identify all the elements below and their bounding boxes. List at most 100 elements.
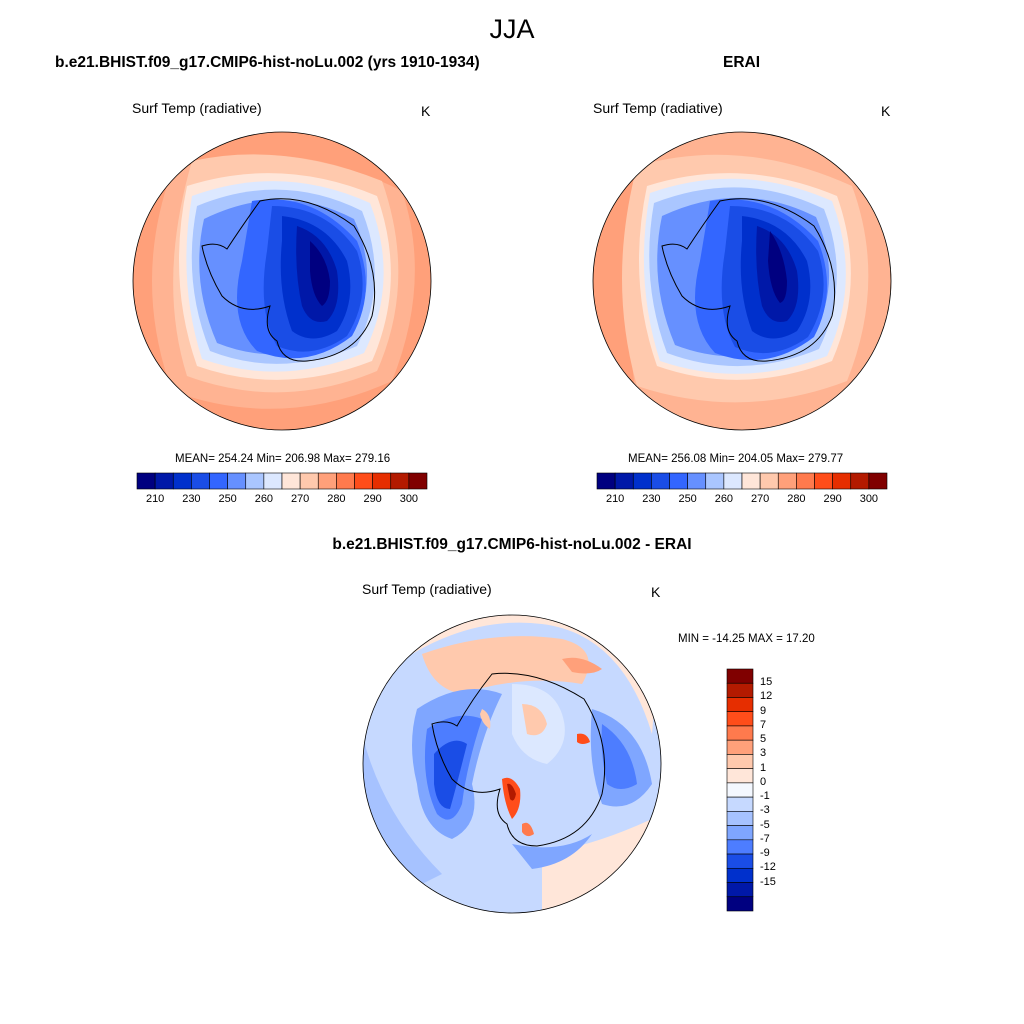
colorbar-swatch — [814, 472, 833, 490]
obs-panel-title: ERAI — [723, 54, 761, 71]
model-variable-label: Surf Temp (radiative) — [132, 100, 262, 116]
colorbar-tick-label: -15 — [760, 875, 776, 888]
colorbar-swatch — [726, 725, 754, 741]
colorbar-tick-label: 290 — [823, 493, 842, 505]
colorbar-tick-label: 230 — [642, 493, 661, 505]
colorbar-swatch — [726, 896, 754, 912]
colorbar-tick-label: 300 — [859, 493, 879, 505]
colorbar-swatch — [209, 472, 228, 490]
colorbar-swatch — [281, 472, 301, 490]
colorbar-swatch — [726, 811, 754, 826]
colorbar-tick-label: 250 — [218, 493, 237, 505]
colorbar-tick-label: 7 — [760, 718, 767, 731]
diff-colorbar — [726, 668, 754, 912]
colorbar-swatch — [687, 472, 707, 490]
colorbar-tick-label: 260 — [254, 493, 274, 505]
colorbar-swatch — [832, 472, 852, 490]
colorbar-tick-label: 230 — [182, 493, 201, 505]
colorbar-tick-label: -12 — [760, 861, 776, 874]
colorbar-tick-label: -7 — [760, 832, 770, 845]
diff-units-label: K — [651, 584, 661, 600]
obs-polar-map — [592, 131, 892, 431]
colorbar-swatch — [372, 472, 392, 490]
colorbar-swatch — [154, 472, 174, 490]
colorbar-tick-label: 280 — [787, 493, 806, 505]
colorbar-swatch — [868, 472, 888, 490]
colorbar-swatch — [726, 739, 754, 755]
main-title: JJA — [489, 14, 535, 44]
model-colorbar — [136, 472, 428, 490]
diff-stats: MIN = -14.25 MAX = 17.20 — [678, 633, 815, 645]
colorbar-tick-label: 3 — [760, 747, 767, 760]
colorbar-swatch — [354, 472, 373, 490]
colorbar-swatch — [263, 472, 283, 490]
model-polar-map — [132, 131, 432, 431]
colorbar-swatch — [726, 867, 754, 883]
colorbar-swatch — [726, 697, 754, 713]
colorbar-swatch — [669, 472, 688, 490]
colorbar-swatch — [796, 472, 815, 490]
colorbar-swatch — [227, 472, 247, 490]
colorbar-swatch — [726, 682, 754, 698]
diff-colorbar-ticks: 15 12 9 7 5 3 1 0 -1 -3 -5 -7 -9 -12 -15 — [760, 669, 800, 911]
colorbar-swatch — [596, 472, 616, 490]
colorbar-tick-label: -1 — [760, 790, 770, 803]
colorbar-swatch — [726, 768, 754, 784]
colorbar-swatch — [191, 472, 210, 490]
colorbar-swatch — [172, 472, 192, 490]
colorbar-swatch — [726, 882, 754, 898]
model-stats: MEAN= 254.24 Min= 206.98 Max= 279.16 — [175, 453, 391, 465]
colorbar-swatch — [850, 472, 870, 490]
obs-units-label: K — [881, 103, 891, 119]
colorbar-swatch — [726, 668, 754, 684]
obs-colorbar-ticks: 210 230 250 260 270 280 290 300 — [597, 493, 887, 507]
colorbar-swatch — [726, 839, 754, 855]
colorbar-swatch — [632, 472, 652, 490]
colorbar-tick-label: 300 — [399, 493, 419, 505]
model-colorbar-ticks: 210 230 250 260 270 280 290 300 — [137, 493, 427, 507]
colorbar-tick-label: -5 — [760, 818, 770, 831]
model-units-label: K — [421, 103, 431, 119]
colorbar-tick-label: -3 — [760, 804, 770, 817]
colorbar-swatch — [759, 472, 779, 490]
colorbar-swatch — [705, 472, 725, 490]
colorbar-swatch — [726, 754, 754, 769]
colorbar-tick-label: 250 — [678, 493, 697, 505]
colorbar-tick-label: 5 — [760, 733, 767, 746]
colorbar-tick-label: 270 — [290, 493, 310, 505]
diff-variable-label: Surf Temp (radiative) — [362, 581, 492, 597]
colorbar-tick-label: 15 — [760, 676, 773, 689]
obs-stats: MEAN= 256.08 Min= 204.05 Max= 279.77 — [628, 453, 844, 465]
colorbar-tick-label: 280 — [327, 493, 346, 505]
colorbar-swatch — [726, 796, 754, 812]
colorbar-swatch — [651, 472, 670, 490]
colorbar-swatch — [245, 472, 265, 490]
colorbar-swatch — [390, 472, 410, 490]
obs-variable-label: Surf Temp (radiative) — [593, 100, 723, 116]
colorbar-swatch — [741, 472, 761, 490]
obs-colorbar — [596, 472, 888, 490]
colorbar-swatch — [726, 853, 754, 869]
colorbar-swatch — [723, 472, 743, 490]
colorbar-tick-label: 270 — [750, 493, 770, 505]
colorbar-tick-label: 0 — [760, 775, 767, 788]
colorbar-tick-label: 9 — [760, 704, 767, 717]
colorbar-tick-label: 1 — [760, 761, 767, 774]
colorbar-swatch — [408, 472, 428, 490]
colorbar-swatch — [614, 472, 634, 490]
colorbar-tick-label: 210 — [145, 493, 165, 505]
model-panel-title: b.e21.BHIST.f09_g17.CMIP6-hist-noLu.002 … — [55, 54, 480, 71]
colorbar-tick-label: 290 — [363, 493, 382, 505]
diff-polar-map — [362, 614, 662, 914]
colorbar-swatch — [726, 825, 754, 841]
diff-panel-title: b.e21.BHIST.f09_g17.CMIP6-hist-noLu.002 … — [332, 536, 692, 553]
colorbar-tick-label: -9 — [760, 847, 770, 860]
colorbar-tick-label: 260 — [714, 493, 734, 505]
colorbar-swatch — [299, 472, 319, 490]
colorbar-swatch — [777, 472, 797, 490]
colorbar-swatch — [336, 472, 355, 490]
colorbar-tick-label: 12 — [760, 690, 773, 703]
colorbar-swatch — [136, 472, 156, 490]
colorbar-swatch — [726, 711, 754, 727]
colorbar-tick-label: 210 — [605, 493, 625, 505]
